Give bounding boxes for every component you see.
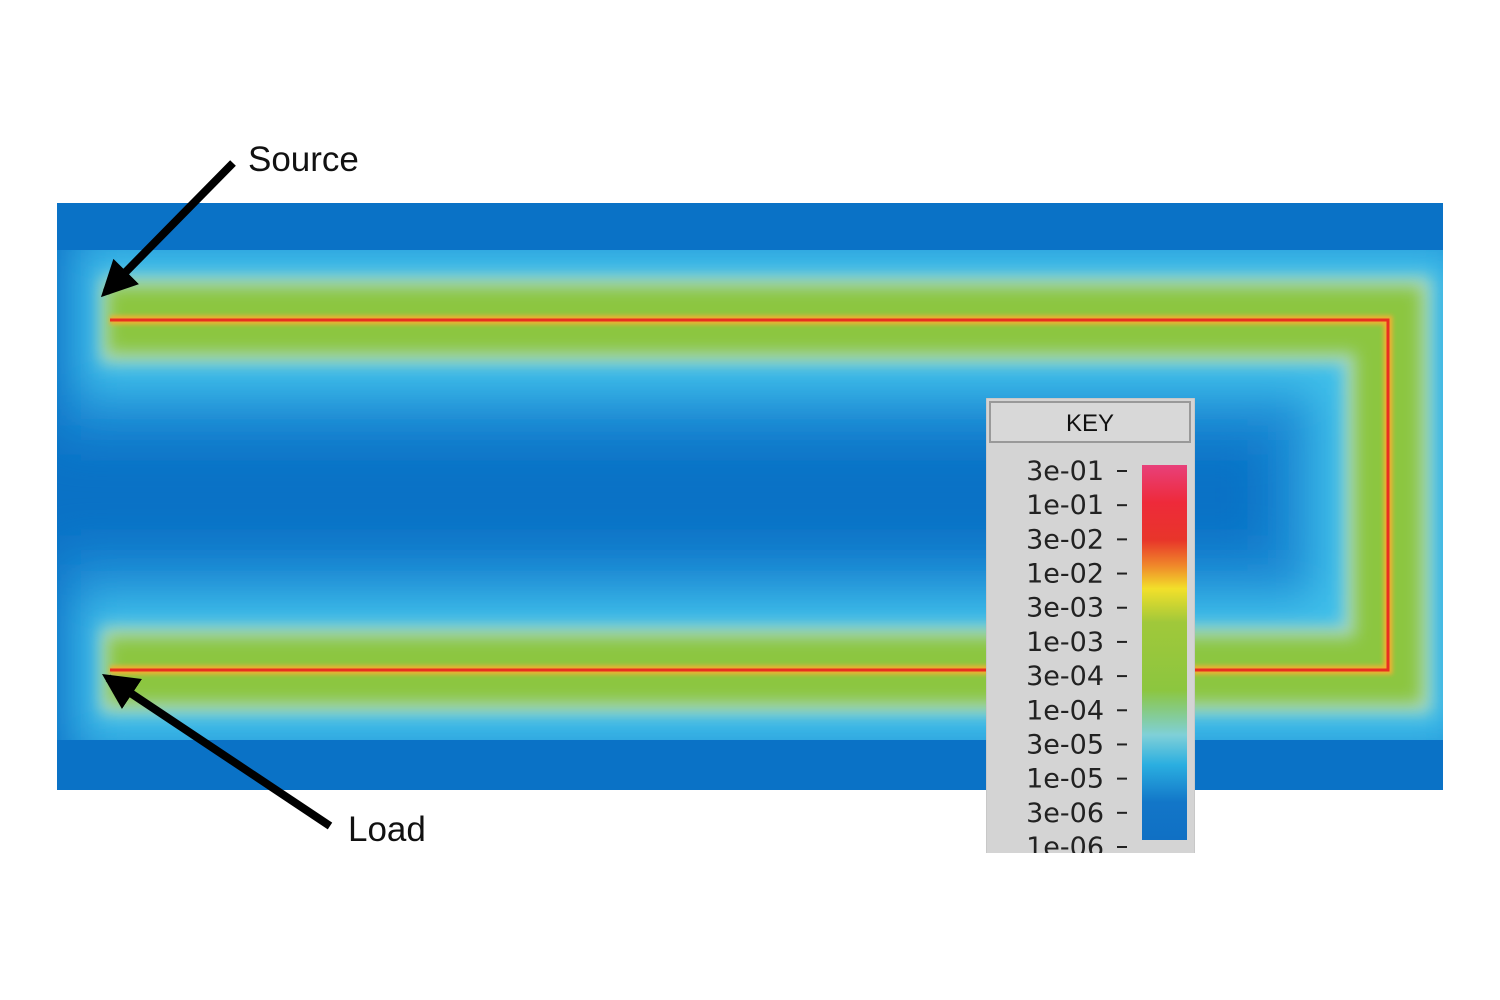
key-title: KEY	[1066, 410, 1114, 437]
source-label: Source	[248, 140, 359, 179]
key-label: 3e-05	[1026, 729, 1104, 760]
key-label: 1e-06	[1026, 832, 1104, 863]
key-label: 1e-03	[1026, 627, 1104, 658]
key-panel: KEY 3e-011e-013e-021e-023e-031e-033e-041…	[986, 398, 1195, 863]
key-label: 1e-02	[1026, 559, 1104, 590]
load-label: Load	[348, 810, 426, 849]
key-label: 1e-05	[1026, 764, 1104, 795]
load-arrow	[102, 674, 333, 830]
field-plot	[57, 203, 1443, 790]
key-header	[989, 401, 1191, 443]
key-label: 3e-01	[1026, 456, 1104, 487]
key-label: 1e-01	[1026, 490, 1104, 521]
source-arrow	[100, 160, 236, 298]
key-label: 3e-06	[1026, 798, 1104, 829]
key-label: 3e-04	[1026, 661, 1104, 692]
key-label: 3e-02	[1026, 524, 1104, 555]
key-label: 1e-04	[1026, 695, 1104, 726]
color-bar	[1142, 465, 1187, 840]
key-label: 3e-03	[1026, 593, 1104, 624]
